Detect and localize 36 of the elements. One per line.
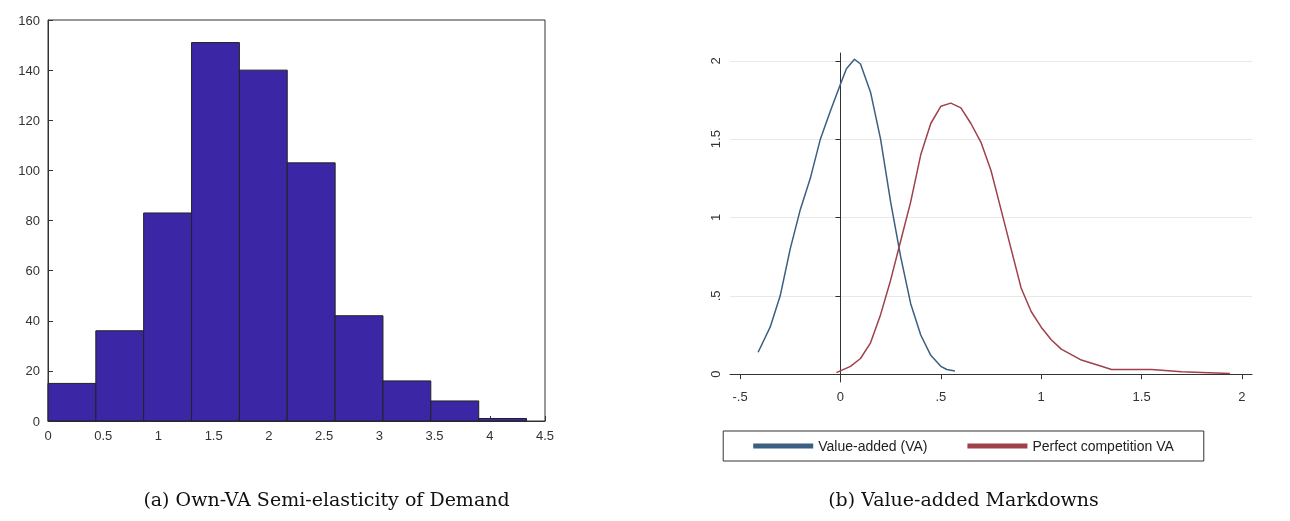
y-tick-label: 140 xyxy=(18,62,40,78)
text: (a) Own-VA Semi-elasticity of Demand xyxy=(143,487,510,510)
line-series xyxy=(757,58,956,372)
x-tick-label: 0 xyxy=(44,428,52,443)
y-tick-label: 1 xyxy=(708,213,723,222)
x-tick-label: 2 xyxy=(1238,389,1246,404)
legend-label: Value-added (VA) xyxy=(818,438,928,454)
line-series xyxy=(835,102,1231,375)
x-tick-label: 4.5 xyxy=(535,428,555,443)
y-tick-label: 160 xyxy=(18,12,40,28)
legend-label: Perfect competition VA xyxy=(1032,438,1175,454)
x-tick-label: 1 xyxy=(1037,389,1045,404)
x-tick-label: 1 xyxy=(154,428,163,443)
y-tick-label: 100 xyxy=(18,162,40,178)
x-tick-label: 3 xyxy=(375,428,383,443)
x-tick-label: 1.5 xyxy=(1132,389,1151,404)
x-tick-label: 3.5 xyxy=(425,428,444,443)
y-tick-label: 1.5 xyxy=(708,130,723,149)
y-tick-label: 80 xyxy=(25,213,40,228)
y-tick-label: 60 xyxy=(25,263,40,279)
x-tick-label: 0.5 xyxy=(94,428,113,443)
y-tick-label: .5 xyxy=(708,290,723,302)
y-tick-label: 40 xyxy=(25,313,40,329)
y-tick-label: 120 xyxy=(18,112,40,128)
y-tick-label: 20 xyxy=(25,363,40,379)
y-tick-label: 2 xyxy=(708,57,723,65)
x-tick-label: 2 xyxy=(265,428,273,443)
x-tick-label: 0 xyxy=(836,389,845,404)
x-tick-label: 2.5 xyxy=(315,428,334,443)
text: (b) Value-added Markdowns xyxy=(828,487,1099,510)
x-tick-label: .5 xyxy=(935,389,947,404)
x-tick-label: 4 xyxy=(486,428,494,443)
x-tick-label: 1.5 xyxy=(204,428,223,443)
y-tick-label: 0 xyxy=(708,370,723,378)
x-tick-label: -.5 xyxy=(732,389,748,404)
y-tick-label: 0 xyxy=(32,413,40,429)
